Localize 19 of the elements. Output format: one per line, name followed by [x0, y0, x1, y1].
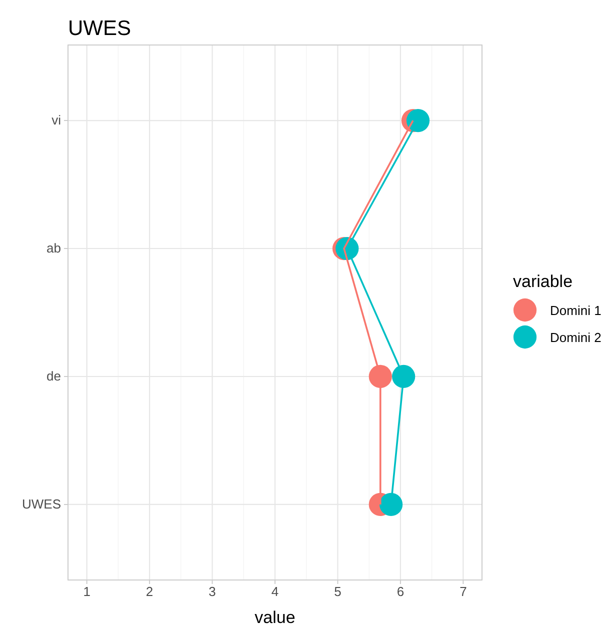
x-tick-label: 3	[208, 584, 216, 600]
x-tick-label: 2	[146, 584, 154, 600]
x-tick-label: 1	[83, 584, 90, 600]
x-axis-title: value	[254, 608, 296, 627]
legend-title: variable	[513, 272, 573, 291]
x-tick-label: 5	[334, 584, 342, 600]
point	[379, 492, 403, 516]
y-tick-label: vi	[52, 112, 62, 128]
y-tick-label: de	[46, 368, 61, 384]
x-tick-label: 4	[271, 584, 279, 600]
x-tick-label: 7	[460, 584, 467, 600]
point	[406, 108, 430, 132]
point	[392, 364, 416, 388]
x-tick-label: 6	[396, 584, 404, 600]
y-tick-label: ab	[46, 240, 61, 256]
legend-label: Domini 1	[550, 303, 602, 318]
legend-label: Domini 2	[550, 330, 602, 345]
y-tick-label: UWES	[22, 496, 62, 512]
chart-title: UWES	[68, 17, 131, 40]
